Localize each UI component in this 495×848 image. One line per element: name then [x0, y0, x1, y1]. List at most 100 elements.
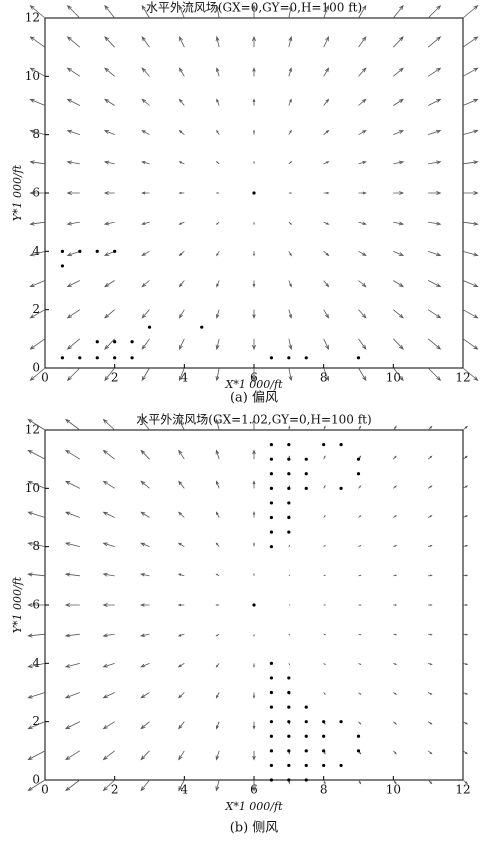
arrow — [289, 634, 290, 635]
arrow — [359, 427, 361, 431]
arrow — [104, 512, 115, 517]
point — [287, 778, 290, 781]
point — [96, 356, 99, 359]
arrow — [142, 68, 149, 76]
arrow — [253, 512, 255, 517]
arrow — [393, 663, 396, 664]
arrow — [428, 281, 440, 287]
point — [305, 778, 308, 781]
point — [270, 472, 273, 475]
arrow — [141, 693, 149, 698]
arrow — [30, 161, 45, 164]
arrow — [253, 751, 256, 760]
arrow — [141, 722, 149, 729]
point — [287, 458, 290, 461]
arrow — [393, 222, 403, 225]
point — [270, 501, 273, 504]
arrow — [359, 161, 366, 163]
arrow — [289, 251, 291, 255]
arrow — [324, 575, 325, 576]
arrow — [253, 99, 255, 105]
arrow — [179, 450, 185, 459]
arrow — [393, 191, 403, 194]
arrow — [217, 162, 219, 164]
arrow — [393, 310, 403, 318]
arrow — [393, 605, 396, 606]
arrow — [324, 516, 325, 518]
arrow — [179, 604, 185, 606]
arrow — [216, 780, 219, 791]
arrow — [463, 604, 467, 605]
arrow — [142, 131, 149, 135]
point — [305, 458, 308, 461]
arrow — [463, 191, 478, 194]
arrow — [428, 6, 440, 18]
arrow — [253, 693, 255, 698]
arrow — [105, 37, 115, 47]
point — [287, 501, 290, 504]
arrow — [324, 281, 329, 287]
x-axis-label: X*1 000/ft — [224, 800, 283, 813]
arrow — [324, 131, 329, 135]
arrow — [289, 131, 291, 135]
arrow — [359, 663, 361, 664]
arrow — [289, 575, 290, 576]
point — [270, 545, 273, 548]
arrow — [216, 68, 219, 76]
arrow — [324, 456, 325, 459]
arrow — [68, 222, 80, 225]
arrow — [359, 368, 366, 380]
arrow — [428, 130, 440, 134]
arrow — [324, 427, 325, 431]
arrow — [142, 281, 149, 287]
arrow — [216, 37, 219, 47]
arrow — [359, 37, 366, 47]
arrow — [324, 663, 325, 664]
arrow — [141, 543, 149, 547]
arrow — [28, 450, 45, 459]
arrow — [289, 193, 291, 194]
arrow — [30, 99, 45, 105]
arrow — [324, 251, 329, 255]
arrow — [463, 310, 478, 318]
arrow — [141, 450, 149, 459]
point — [305, 764, 308, 767]
arrow — [253, 663, 254, 667]
arrow — [104, 573, 115, 576]
point — [270, 735, 273, 738]
point — [270, 356, 273, 359]
arrow — [141, 573, 149, 576]
arrow — [179, 310, 184, 318]
arrow — [66, 780, 80, 791]
point — [305, 720, 308, 723]
arrow — [359, 251, 366, 255]
arrow — [216, 605, 219, 606]
point — [357, 735, 360, 738]
arrow — [216, 368, 219, 380]
arrow — [253, 131, 254, 135]
arrow — [68, 68, 80, 76]
arrow — [28, 693, 45, 699]
point — [287, 472, 290, 475]
arrow — [217, 222, 219, 224]
arrow — [254, 162, 255, 164]
arrow — [179, 37, 184, 47]
arrow — [28, 751, 45, 760]
arrow — [30, 281, 45, 287]
point — [252, 603, 255, 606]
x-tick-label: 12 — [455, 783, 470, 797]
arrow — [253, 722, 255, 729]
arrow — [289, 222, 291, 224]
point — [270, 720, 273, 723]
y-tick-label: 6 — [32, 186, 40, 200]
arrow — [68, 191, 80, 194]
point — [339, 443, 342, 446]
arrow — [393, 99, 403, 105]
arrow — [428, 368, 440, 380]
arrow — [66, 603, 80, 606]
arrow — [324, 192, 329, 194]
arrow — [217, 193, 219, 194]
arrow — [104, 450, 115, 459]
arrow — [359, 634, 361, 635]
arrow — [68, 130, 80, 134]
